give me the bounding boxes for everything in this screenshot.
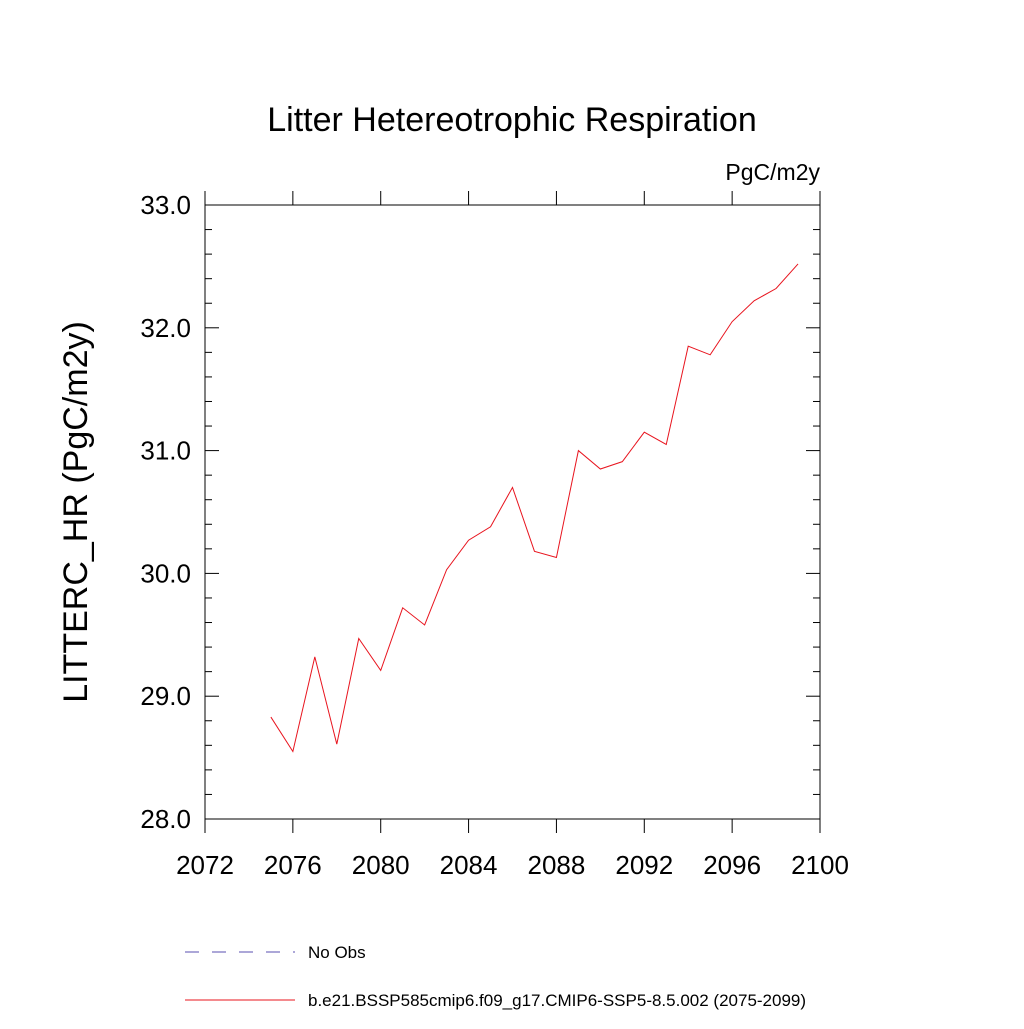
x-tick-label: 2084 bbox=[440, 850, 498, 880]
units-label: PgC/m2y bbox=[725, 159, 820, 185]
x-tick-label: 2100 bbox=[791, 850, 849, 880]
x-axis-ticks bbox=[204, 191, 821, 833]
x-axis-tick-labels: 2072 2076 2080 2084 2088 2092 2096 2100 bbox=[176, 850, 849, 880]
legend-label: b.e21.BSSP585cmip6.f09_g17.CMIP6-SSP5-8.… bbox=[308, 991, 806, 1010]
x-tick-label: 2092 bbox=[615, 850, 673, 880]
y-axis-label: LITTERC_HR (PgC/m2y) bbox=[57, 321, 95, 703]
x-tick-label: 2088 bbox=[528, 850, 586, 880]
legend: No Obs b.e21.BSSP585cmip6.f09_g17.CMIP6-S… bbox=[185, 943, 806, 1010]
x-tick-label: 2076 bbox=[264, 850, 322, 880]
chart-title: Litter Hetereotrophic Respiration bbox=[267, 101, 756, 139]
y-axis-ticks bbox=[205, 204, 820, 820]
y-tick-label: 33.0 bbox=[140, 190, 191, 220]
series-line bbox=[270, 263, 799, 753]
x-tick-label: 2096 bbox=[703, 850, 761, 880]
y-tick-label: 29.0 bbox=[140, 681, 191, 711]
series-layer bbox=[270, 263, 799, 753]
legend-label: No Obs bbox=[308, 943, 366, 962]
plot-frame bbox=[204, 204, 821, 820]
y-tick-label: 32.0 bbox=[140, 313, 191, 343]
x-tick-label: 2072 bbox=[176, 850, 234, 880]
y-tick-label: 31.0 bbox=[140, 436, 191, 466]
y-tick-label: 30.0 bbox=[140, 558, 191, 588]
y-axis-tick-labels: 28.0 29.0 30.0 31.0 32.0 33.0 bbox=[140, 190, 191, 834]
x-tick-label: 2080 bbox=[352, 850, 410, 880]
y-tick-label: 28.0 bbox=[140, 804, 191, 834]
